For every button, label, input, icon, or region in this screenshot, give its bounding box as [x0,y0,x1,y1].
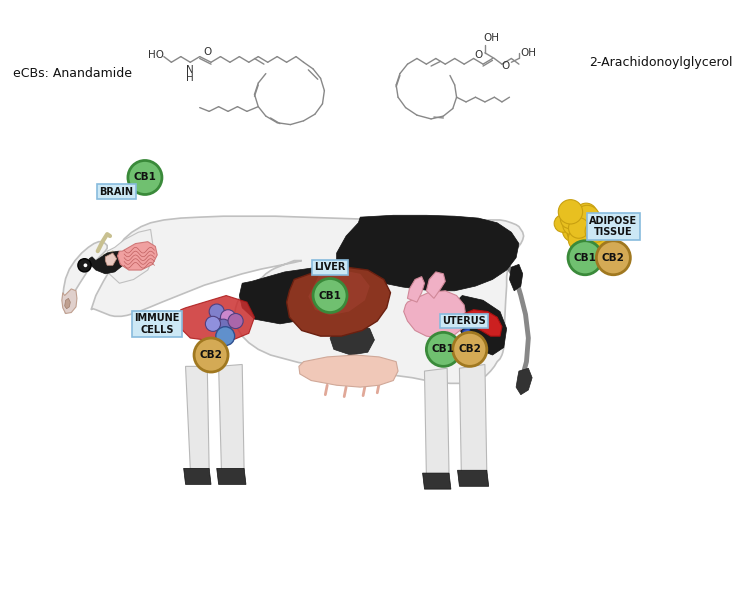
Polygon shape [460,364,487,472]
Circle shape [220,310,236,325]
Text: UTERUS: UTERUS [442,316,486,326]
Circle shape [567,214,586,233]
Circle shape [554,215,572,232]
Polygon shape [176,295,254,343]
Circle shape [570,225,590,245]
Text: CB1: CB1 [319,290,341,300]
Text: H: H [186,73,194,83]
Polygon shape [103,251,119,266]
Circle shape [216,326,235,345]
Polygon shape [458,470,488,487]
Circle shape [562,215,584,235]
Text: CB2: CB2 [602,253,625,262]
Circle shape [205,316,220,331]
Circle shape [84,264,88,267]
Polygon shape [91,216,524,383]
Circle shape [596,241,630,275]
Circle shape [313,278,347,312]
Circle shape [572,231,590,248]
Circle shape [427,333,461,367]
Text: CB1: CB1 [432,344,455,354]
Circle shape [216,319,231,334]
Polygon shape [217,468,246,484]
Circle shape [568,241,602,275]
Polygon shape [63,242,107,314]
Polygon shape [105,253,116,266]
Circle shape [569,217,589,238]
Text: CB2: CB2 [199,350,223,360]
Circle shape [569,226,594,252]
Circle shape [567,220,592,244]
Polygon shape [510,264,522,291]
Text: O: O [203,47,211,57]
Polygon shape [462,329,472,340]
Text: CB1: CB1 [574,253,596,262]
Text: IMMUNE
CELLS: IMMUNE CELLS [134,313,180,335]
Polygon shape [62,289,77,314]
Text: O: O [501,61,510,71]
Circle shape [560,210,579,228]
Text: eCBs: Anandamide: eCBs: Anandamide [13,67,131,80]
Circle shape [574,222,596,244]
Text: LIVER: LIVER [314,262,346,272]
Circle shape [453,333,487,367]
Circle shape [575,205,599,230]
Polygon shape [219,364,244,470]
Polygon shape [107,230,154,283]
Polygon shape [427,272,445,298]
Text: CB1: CB1 [134,172,156,183]
Text: CB2: CB2 [458,344,481,354]
Circle shape [209,304,224,319]
Text: HO: HO [148,50,164,60]
Circle shape [228,314,243,329]
Text: OH: OH [483,33,499,43]
Polygon shape [299,355,398,387]
Polygon shape [89,251,126,274]
Polygon shape [408,276,424,302]
Circle shape [575,203,597,225]
Circle shape [558,200,583,224]
Circle shape [128,161,162,194]
Polygon shape [186,367,209,470]
Polygon shape [239,267,356,324]
Text: N: N [186,65,194,75]
Polygon shape [183,468,211,484]
Circle shape [571,220,592,241]
Polygon shape [337,215,519,291]
Polygon shape [461,310,502,336]
Polygon shape [330,324,374,355]
Polygon shape [423,473,451,489]
Text: BRAIN: BRAIN [100,186,134,197]
Polygon shape [424,368,449,475]
Circle shape [194,338,228,372]
Circle shape [578,219,600,242]
Polygon shape [65,298,70,309]
Circle shape [569,222,589,242]
Circle shape [587,234,609,256]
Circle shape [585,220,607,242]
Polygon shape [118,242,157,270]
Circle shape [571,240,594,263]
Circle shape [579,221,597,239]
Text: 2-Arachidonoylglycerol: 2-Arachidonoylglycerol [589,56,732,69]
Polygon shape [308,270,370,315]
Circle shape [562,219,585,242]
Polygon shape [516,368,532,395]
Polygon shape [404,291,466,338]
Text: ADIPOSE
TISSUE: ADIPOSE TISSUE [590,216,637,238]
Text: OH: OH [521,48,537,58]
Polygon shape [453,295,507,355]
Text: O: O [474,50,482,60]
Circle shape [573,222,596,245]
Circle shape [78,259,91,272]
Polygon shape [287,267,390,336]
